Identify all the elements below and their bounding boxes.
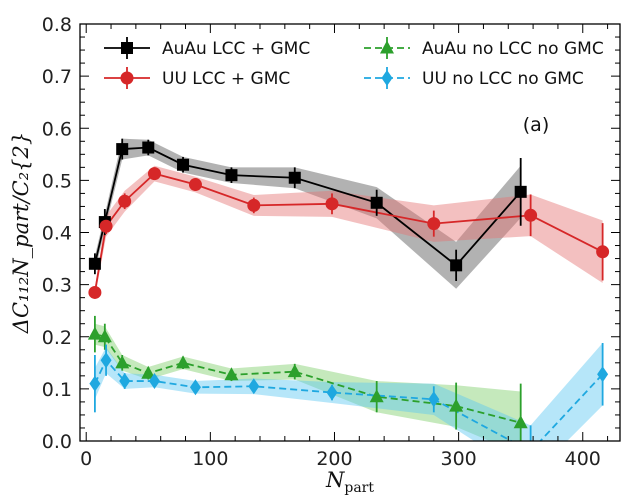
y-tick-label: 0.0 — [42, 431, 72, 453]
series-4-point — [119, 373, 131, 390]
series-1-point — [88, 257, 101, 270]
legend-marker — [380, 40, 394, 54]
series-2-point — [88, 285, 102, 299]
tick-labels: 0 100 200 300 400 0.0 0.1 0.2 0.3 0.4 0.5 0.6 0.7 0.8 — [42, 14, 601, 470]
series-2-point — [188, 178, 202, 192]
y-tick-label: 0.7 — [42, 66, 72, 88]
series-4-band — [94, 343, 603, 441]
series-3-point — [449, 398, 464, 412]
y-tick-label: 0.3 — [42, 275, 72, 297]
axis-ticks — [80, 23, 620, 442]
series-2-point — [147, 167, 161, 181]
series-4-point — [89, 375, 101, 392]
series-1-band — [94, 138, 521, 289]
x-axis-label-sub: part — [344, 480, 374, 495]
uncertainty-bands — [94, 138, 603, 441]
legend-entry-2: UU LCC + GMC — [104, 67, 290, 89]
series-4-point — [428, 391, 440, 408]
legend-label: UU LCC + GMC — [162, 69, 290, 89]
x-tick-label: 100 — [192, 448, 228, 470]
series-3-line — [94, 333, 521, 424]
x-tick-label: 0 — [80, 448, 92, 470]
series-2-point — [524, 208, 538, 222]
series-2-point — [99, 219, 113, 233]
y-tick-label: 0.6 — [42, 118, 72, 140]
series-2-point — [427, 217, 441, 231]
series-1-point — [450, 259, 463, 272]
panel-label: (a) — [523, 114, 549, 136]
series-2-point — [118, 194, 132, 208]
series-4-point — [326, 384, 338, 401]
series-1-point — [225, 169, 238, 182]
series-3-point — [287, 364, 302, 378]
legend-label: AuAu no LCC no GMC — [422, 39, 604, 59]
series-1-point — [116, 143, 129, 156]
series-2-point — [247, 198, 261, 212]
legend: AuAu LCC + GMC UU LCC + GMC AuAu no LCC no… — [104, 37, 604, 89]
series-2-line — [94, 172, 604, 293]
legend-entry-4: UU no LCC no GMC — [364, 67, 584, 89]
x-tick-label: 400 — [565, 448, 601, 470]
series-4-point — [597, 366, 609, 383]
series-3-point — [224, 367, 239, 381]
series-3-point — [513, 415, 528, 429]
legend-label: UU no LCC no GMC — [422, 69, 584, 89]
series-4-point — [248, 378, 260, 395]
series-4-line — [94, 358, 604, 441]
y-tick-label: 0.5 — [42, 170, 72, 192]
series-markers — [87, 141, 610, 459]
series-3-point — [97, 329, 112, 343]
series-2-point — [596, 245, 610, 259]
legend-label: AuAu LCC + GMC — [162, 39, 310, 59]
series-1-point — [514, 185, 527, 198]
series-4-point — [525, 443, 536, 459]
series-1-point — [142, 141, 155, 154]
series-1-point — [177, 158, 190, 171]
series-3-point — [87, 326, 102, 340]
series-3-point — [115, 355, 130, 369]
series-2-point — [325, 197, 339, 211]
series-1-point — [288, 171, 301, 184]
x-tick-label: 300 — [440, 448, 476, 470]
y-tick-label: 0.8 — [42, 14, 72, 36]
series-3-point — [369, 389, 384, 403]
series-4-point — [189, 379, 201, 396]
series-3-band — [94, 323, 521, 441]
legend-marker — [121, 42, 133, 54]
x-axis-label-main: N — [325, 468, 345, 492]
series-3-point — [176, 355, 191, 369]
x-tick-label: 200 — [316, 448, 352, 470]
series-4-point — [148, 373, 160, 390]
y-axis-label: ΔC₁₁₂N_part/C₂{2} — [9, 132, 33, 334]
y-tick-label: 0.4 — [42, 223, 72, 245]
series-4-point — [100, 352, 112, 369]
series-1-line — [94, 146, 522, 267]
y-tick-label: 0.2 — [42, 327, 72, 349]
series-lines — [94, 146, 604, 441]
x-axis-label: Npart — [325, 468, 374, 495]
legend-marker — [120, 71, 134, 85]
series-3-point — [141, 365, 156, 379]
legend-entry-1: AuAu LCC + GMC — [104, 37, 310, 59]
legend-marker — [381, 70, 393, 86]
series-1-point — [370, 196, 383, 209]
series-2-band — [94, 165, 603, 298]
legend-entry-3: AuAu no LCC no GMC — [364, 37, 604, 59]
y-tick-label: 0.1 — [42, 379, 72, 401]
